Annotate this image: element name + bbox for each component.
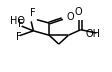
Text: O: O [74,7,82,17]
Text: F: F [16,32,21,42]
Text: HO: HO [10,16,24,26]
Text: F: F [30,8,36,18]
Text: F: F [17,19,23,29]
Text: OH: OH [85,29,99,39]
Text: O: O [66,12,73,22]
